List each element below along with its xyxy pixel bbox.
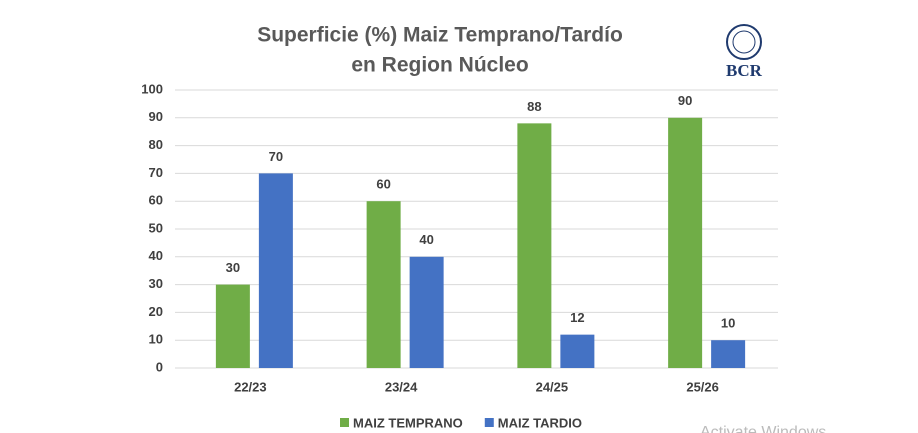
y-tick-label: 60 — [149, 193, 163, 208]
y-tick-label: 100 — [141, 81, 163, 96]
y-tick-label: 50 — [149, 220, 163, 235]
bar — [258, 173, 293, 368]
bar — [517, 123, 552, 368]
y-tick-label: 40 — [149, 248, 163, 263]
bar — [409, 256, 444, 368]
value-label: 88 — [527, 99, 541, 114]
value-label: 60 — [376, 177, 390, 192]
y-tick-label: 10 — [149, 332, 163, 347]
value-label: 10 — [721, 316, 735, 331]
chart-title: Superficie (%) Maiz Temprano/Tardío — [257, 24, 623, 47]
legend-swatch — [340, 418, 349, 427]
bar — [560, 334, 595, 368]
logo-emblem — [726, 24, 762, 60]
y-tick-label: 30 — [149, 276, 163, 291]
chart-title: en Region Núcleo — [351, 54, 528, 77]
logo-emblem — [732, 30, 756, 54]
legend-label: MAIZ TEMPRANO — [353, 415, 463, 430]
y-tick-label: 90 — [149, 109, 163, 124]
logo-text: BCR — [726, 61, 763, 80]
value-label: 90 — [678, 93, 692, 108]
value-label: 40 — [419, 232, 433, 247]
x-tick-label: 24/25 — [536, 379, 569, 394]
bar — [366, 201, 401, 368]
value-label: 70 — [269, 149, 283, 164]
legend-swatch — [484, 418, 494, 427]
y-tick-label: 20 — [149, 304, 163, 319]
legend-label: MAIZ TARDIO — [498, 415, 582, 430]
x-tick-label: 23/24 — [385, 379, 418, 394]
y-tick-label: 0 — [156, 359, 163, 374]
watermark: Activate Windows — [700, 424, 826, 433]
value-label: 30 — [226, 260, 240, 275]
y-tick-label: 70 — [149, 165, 163, 180]
y-tick-label: 80 — [149, 137, 163, 152]
bar — [215, 284, 250, 368]
bar — [711, 340, 746, 368]
x-tick-label: 25/26 — [686, 379, 719, 394]
value-label: 12 — [570, 310, 584, 325]
x-tick-label: 22/23 — [234, 379, 267, 394]
bar — [668, 117, 703, 368]
